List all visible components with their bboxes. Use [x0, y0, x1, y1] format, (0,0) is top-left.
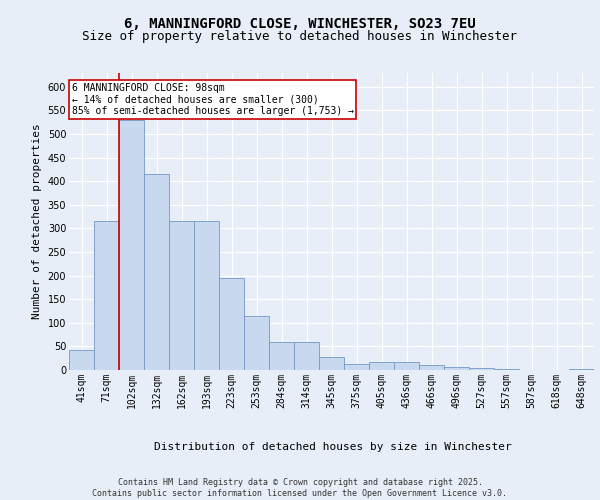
Bar [319, 357, 344, 370]
Bar [269, 342, 294, 370]
Bar [194, 221, 219, 370]
Bar [444, 367, 469, 370]
Bar [69, 350, 94, 370]
Bar [94, 221, 119, 370]
Bar [119, 120, 144, 370]
Bar [294, 342, 319, 370]
Bar [394, 362, 419, 370]
Bar [419, 366, 444, 370]
Bar [169, 221, 194, 370]
Bar [219, 278, 244, 370]
Text: Distribution of detached houses by size in Winchester: Distribution of detached houses by size … [154, 442, 512, 452]
Bar [469, 368, 494, 370]
Bar [344, 364, 369, 370]
Bar [494, 369, 519, 370]
Text: 6 MANNINGFORD CLOSE: 98sqm
← 14% of detached houses are smaller (300)
85% of sem: 6 MANNINGFORD CLOSE: 98sqm ← 14% of deta… [71, 83, 353, 116]
Bar [244, 316, 269, 370]
Text: Size of property relative to detached houses in Winchester: Size of property relative to detached ho… [83, 30, 517, 43]
Text: 6, MANNINGFORD CLOSE, WINCHESTER, SO23 7EU: 6, MANNINGFORD CLOSE, WINCHESTER, SO23 7… [124, 18, 476, 32]
Y-axis label: Number of detached properties: Number of detached properties [32, 124, 42, 319]
Bar [144, 174, 169, 370]
Bar [569, 369, 594, 370]
Bar [369, 362, 394, 370]
Text: Contains HM Land Registry data © Crown copyright and database right 2025.
Contai: Contains HM Land Registry data © Crown c… [92, 478, 508, 498]
